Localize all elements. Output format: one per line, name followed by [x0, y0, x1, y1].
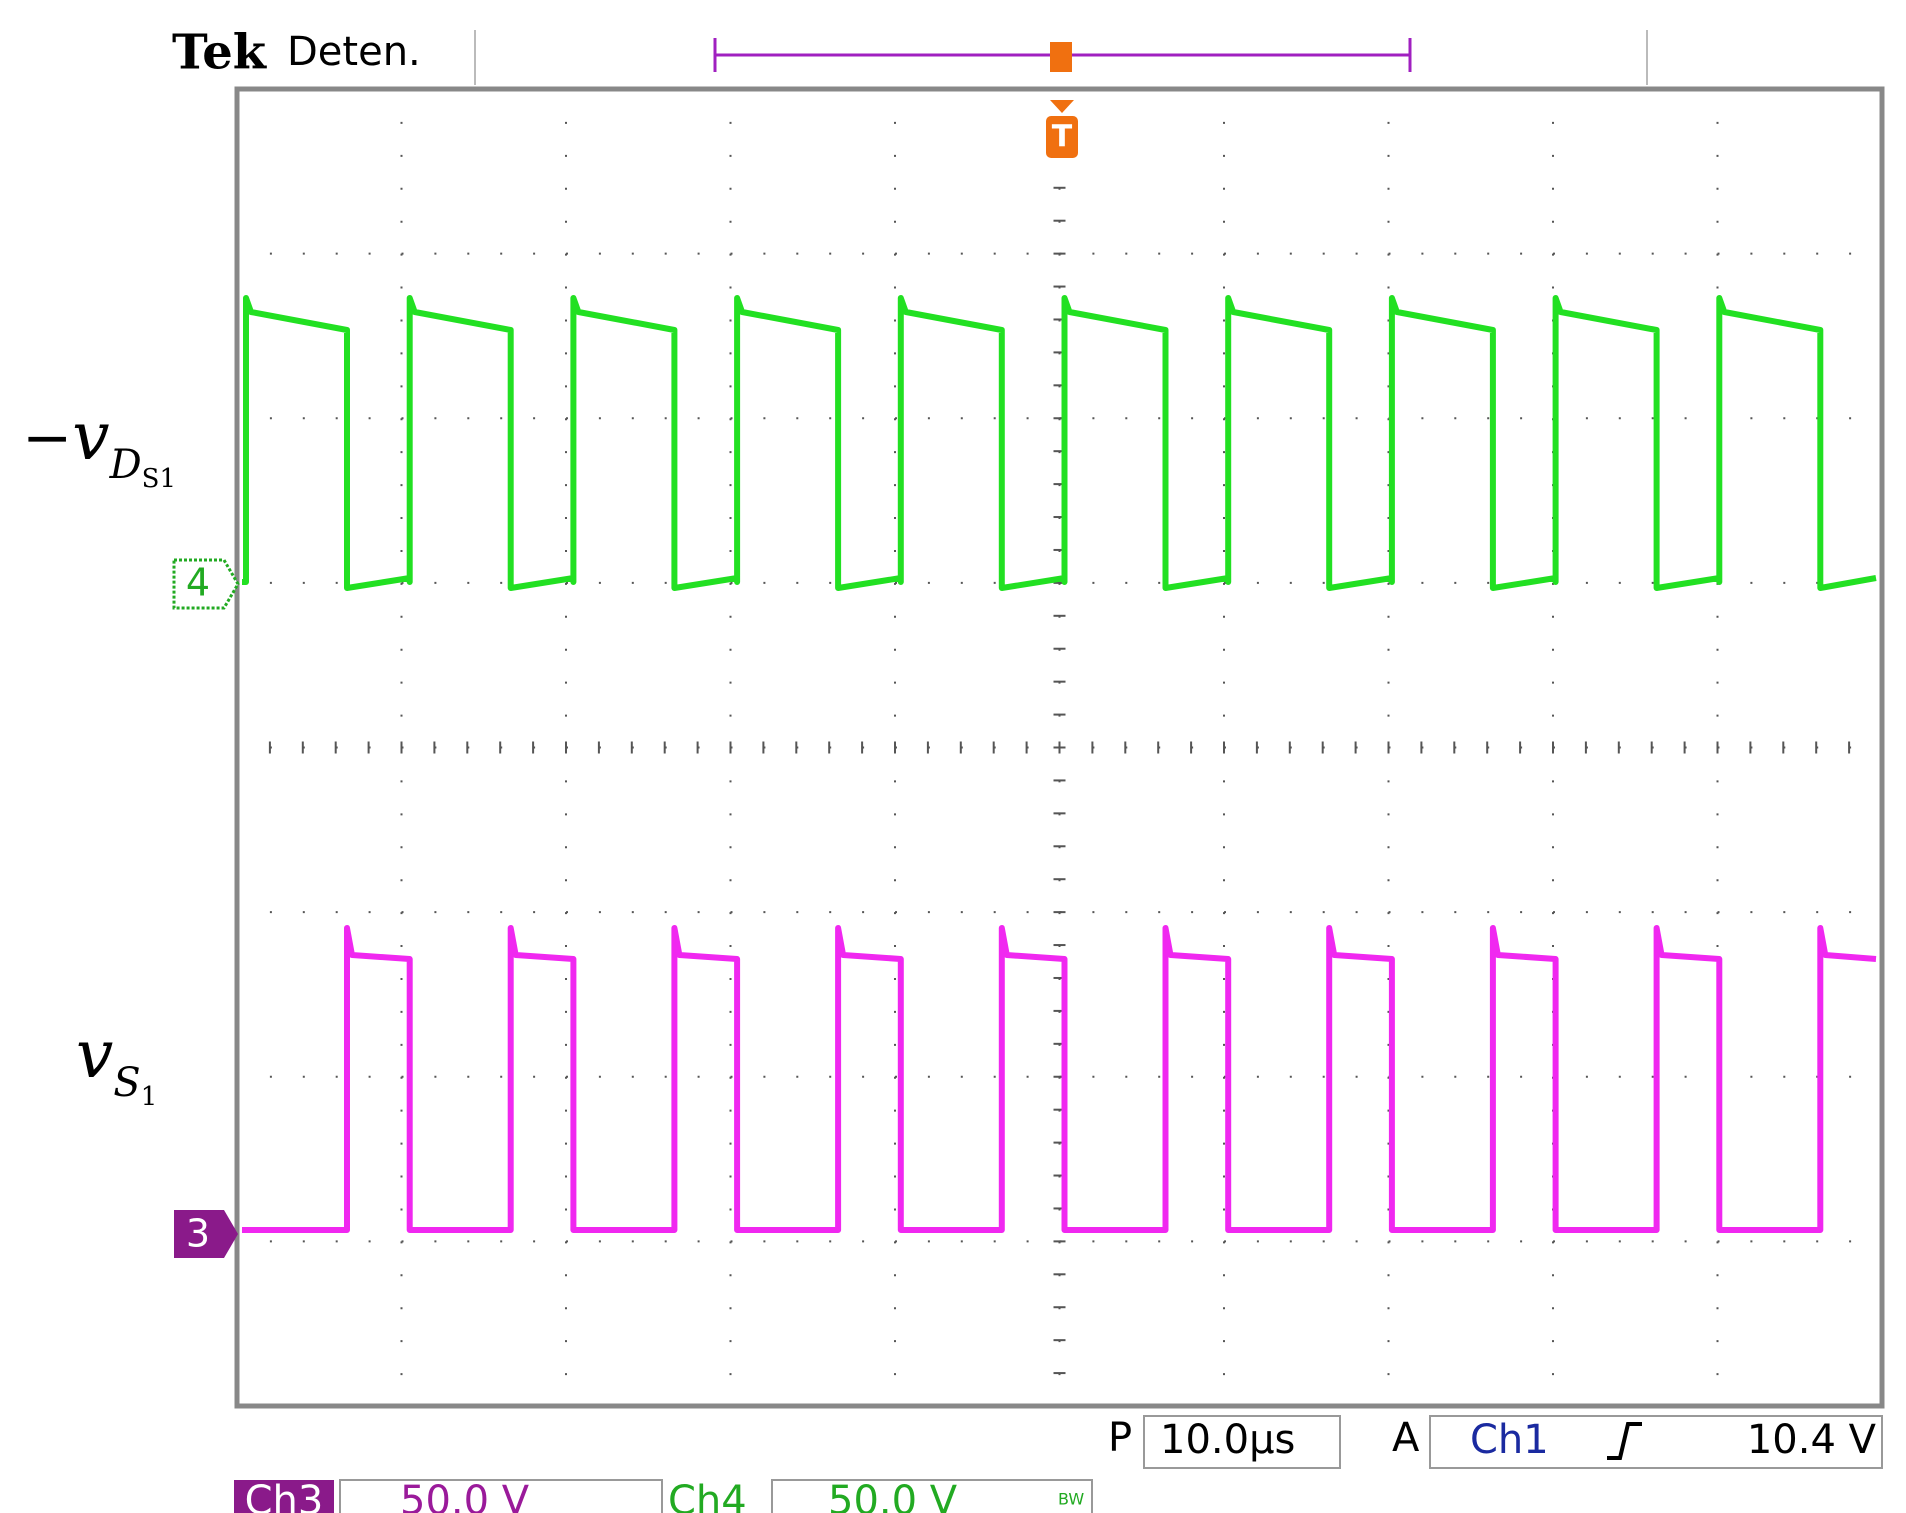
trigger-marker [1046, 116, 1078, 158]
graticule-frame [234, 86, 1885, 1409]
bandwidth-limit: BW [1058, 1490, 1084, 1509]
trace-label: vS1 [76, 1016, 157, 1112]
ch4-name: Ch4 [668, 1478, 747, 1513]
brand: Tek [172, 25, 268, 81]
ch3-trace [242, 925, 1877, 1233]
timebase: 10.0µs [1160, 1417, 1295, 1463]
subscript: S [113, 1060, 140, 1106]
trace-label: −vDS1 [22, 398, 176, 494]
graticule [236, 88, 1883, 1407]
timebase-box [1143, 1415, 1341, 1469]
subsubscript: S1 [142, 464, 176, 494]
ch3-scale-box [339, 1479, 663, 1513]
subsubscript: 1 [141, 1082, 158, 1112]
sign: − [22, 403, 72, 473]
trigger-box [1429, 1415, 1883, 1469]
trigger-label: T [1052, 120, 1073, 155]
trigger-arrow [1050, 100, 1074, 113]
ch4-scale-box [771, 1479, 1093, 1513]
ch3-name-box [234, 1480, 334, 1513]
ch4-trace [242, 295, 1877, 591]
symbol: v [72, 398, 109, 475]
trigger-pos [1050, 42, 1072, 72]
trigger-source: Ch1 [1470, 1417, 1549, 1463]
ch4-scale: 50.0 V [828, 1478, 958, 1513]
trigger-prefix: A [1392, 1415, 1420, 1461]
waveforms [242, 295, 1877, 1233]
ch3-marker [174, 1210, 238, 1258]
acq-status: Deten. [287, 29, 421, 75]
subscript: D [109, 442, 142, 488]
ch3-scale: 50.0 V [400, 1478, 530, 1513]
symbol: v [76, 1016, 113, 1093]
ch3-name: Ch3 [245, 1478, 324, 1513]
ch3-marker-label: 3 [186, 1212, 210, 1256]
timebase-prefix: P [1108, 1415, 1132, 1461]
ch4-marker-label: 4 [186, 561, 210, 605]
rising-edge-icon [1607, 1422, 1642, 1460]
ch4-marker [172, 558, 240, 610]
trigger-level: 10.4 V [1747, 1417, 1877, 1463]
